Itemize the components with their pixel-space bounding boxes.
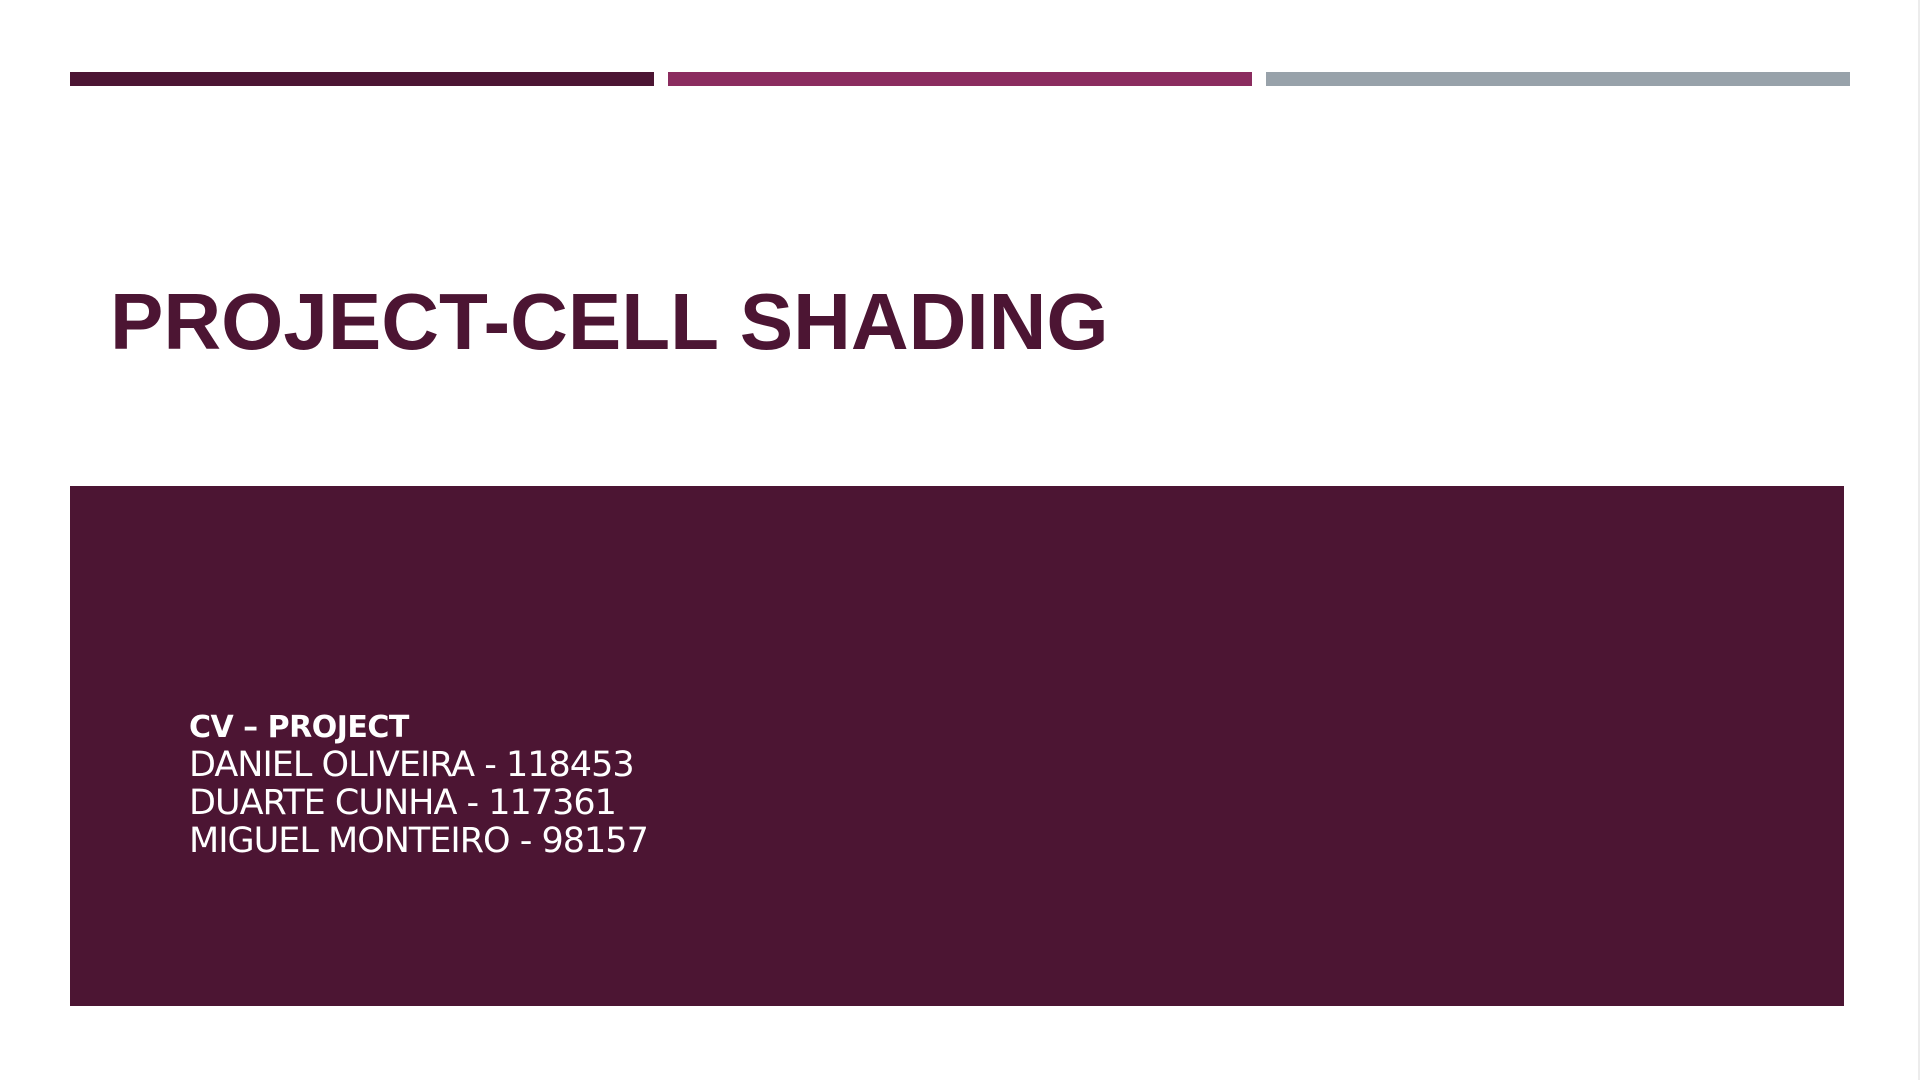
accent-bar-gray [1266, 72, 1850, 86]
slide-edge-divider [1918, 0, 1920, 1080]
accent-bar-magenta [668, 72, 1252, 86]
subtitle-panel: CV – PROJECT DANIEL OLIVEIRA - 118453 DU… [70, 486, 1844, 1006]
author-line: DUARTE CUNHA - 117361 [189, 783, 617, 823]
accent-bar-plum [70, 72, 654, 86]
subtitle-text-block: CV – PROJECT DANIEL OLIVEIRA - 118453 DU… [189, 710, 649, 861]
author-line: MIGUEL MONTEIRO - 98157 [189, 821, 649, 861]
author-line: DANIEL OLIVEIRA - 118453 [189, 745, 635, 785]
subtitle-heading: CV – PROJECT [189, 710, 409, 745]
slide-title: PROJECT-CELL SHADING [110, 277, 1109, 366]
